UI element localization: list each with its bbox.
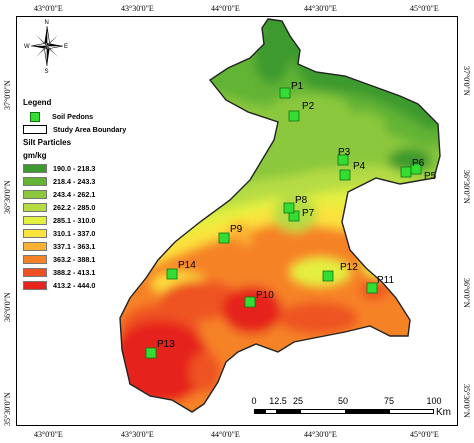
pedon-marker-p6 xyxy=(400,166,412,178)
legend-class-label: 388.2 - 413.1 xyxy=(53,268,96,277)
lon-label-top-5: 45°0'0"E xyxy=(410,4,439,13)
legend-class-swatch xyxy=(23,203,47,212)
scale-tick-label: 0 xyxy=(251,396,257,406)
pedon-marker-p11 xyxy=(366,282,378,294)
scale-segment xyxy=(265,409,277,414)
scale-segment xyxy=(346,409,389,414)
north-arrow: N S E W xyxy=(24,18,70,75)
scale-tick-label: 100 xyxy=(426,396,442,406)
scale-unit: Km xyxy=(436,407,451,418)
scale-tick-label: 75 xyxy=(383,396,395,406)
lon-label-top-1: 43°0'0"E xyxy=(34,4,63,13)
pedon-marker-p10 xyxy=(244,296,256,308)
legend-class-row: 413.2 - 444.0 xyxy=(23,279,163,292)
legend-class-label: 190.0 - 218.3 xyxy=(53,164,96,173)
lon-label-bottom-3: 44°0'0"E xyxy=(211,430,240,439)
pedon-label-p6: P6 xyxy=(412,158,425,169)
legend-class-swatch xyxy=(23,255,47,264)
scale-segment xyxy=(277,409,300,414)
pedon-label-p14: P14 xyxy=(178,260,196,271)
lon-label-top-3: 44°0'0"E xyxy=(211,4,240,13)
pedon-label-p4: P4 xyxy=(353,161,366,172)
legend-class-row: 190.0 - 218.3 xyxy=(23,162,163,175)
legend-title: Legend xyxy=(23,98,52,107)
legend-boundary-row: Study Area Boundary xyxy=(23,123,163,136)
lon-label-top-2: 43°30'0"E xyxy=(121,4,154,13)
lon-label-top-4: 44°30'0"E xyxy=(304,4,337,13)
pedon-marker-p4 xyxy=(339,169,351,181)
pedon-marker-p1 xyxy=(279,87,291,99)
legend-class-label: 310.1 - 337.0 xyxy=(53,229,96,238)
lon-label-bottom-2: 43°30'0"E xyxy=(121,430,154,439)
legend-pedons-row: Soil Pedons xyxy=(23,110,163,123)
scale-tick-label: 25 xyxy=(292,396,304,406)
legend-pedons-label: Soil Pedons xyxy=(52,112,94,121)
pedon-marker-p13 xyxy=(145,347,157,359)
legend-class-swatch xyxy=(23,242,47,251)
lon-label-bottom-5: 45°0'0"E xyxy=(410,430,439,439)
legend-class-swatch xyxy=(23,281,47,290)
scale-segment xyxy=(300,409,346,414)
west-letter: W xyxy=(24,44,30,50)
pedon-marker-p14 xyxy=(166,268,178,280)
legend-class-row: 218.4 - 243.3 xyxy=(23,175,163,188)
scale-segment xyxy=(389,409,434,414)
scale-segment xyxy=(254,409,265,414)
legend-class-row: 388.2 - 413.1 xyxy=(23,266,163,279)
legend-class-swatch xyxy=(23,190,47,199)
scale-tick-label: 12.5 xyxy=(269,396,287,406)
legend-class-label: 413.2 - 444.0 xyxy=(53,281,96,290)
legend-class-row: 363.2 - 388.1 xyxy=(23,253,163,266)
pedon-marker-p9 xyxy=(218,232,230,244)
legend-class-label: 243.4 - 262.1 xyxy=(53,190,96,199)
north-letter: N xyxy=(45,20,49,26)
legend-class-row: 285.1 - 310.0 xyxy=(23,214,163,227)
legend-class-row: 310.1 - 337.0 xyxy=(23,227,163,240)
pedon-label-p5: P5 xyxy=(424,171,437,182)
legend-class-row: 337.1 - 363.1 xyxy=(23,240,163,253)
pedon-swatch xyxy=(30,111,40,122)
pedon-label-p11: P11 xyxy=(377,275,394,286)
pedon-marker-p2 xyxy=(288,110,300,122)
legend-class-swatch xyxy=(23,164,47,173)
legend-class-label: 285.1 - 310.0 xyxy=(53,216,96,225)
scale-bar: 0 12.5 25 50 75 100 Km xyxy=(248,396,451,420)
pedon-label-p10: P10 xyxy=(256,290,274,301)
boundary-swatch xyxy=(23,125,47,134)
pedon-label-p9: P9 xyxy=(230,224,243,235)
pedon-label-p8: P8 xyxy=(295,195,308,206)
legend-class-list: 190.0 - 218.3 218.4 - 243.3 243.4 - 262.1 2… xyxy=(23,162,163,292)
east-letter: E xyxy=(64,44,68,50)
legend-class-swatch xyxy=(23,177,47,186)
legend-class-label: 363.2 - 388.1 xyxy=(53,255,96,264)
legend-class-label: 262.2 - 285.0 xyxy=(53,203,96,212)
scale-tick-label: 50 xyxy=(337,396,349,406)
legend-class-swatch xyxy=(23,229,47,238)
south-letter: S xyxy=(45,69,49,74)
lon-label-bottom-1: 43°0'0"E xyxy=(34,430,63,439)
legend-boundary-label: Study Area Boundary xyxy=(53,125,127,134)
legend: Legend Soil Pedons Study Area Boundary S… xyxy=(23,98,163,292)
pedon-label-p13: P13 xyxy=(157,339,175,350)
legend-class-row: 262.2 - 285.0 xyxy=(23,201,163,214)
legend-class-swatch xyxy=(23,268,47,277)
compass-rose-icon xyxy=(30,25,64,67)
legend-class-swatch xyxy=(23,216,47,225)
legend-unit: gm/kg xyxy=(23,151,47,160)
legend-variable: Silt Particles xyxy=(23,138,72,147)
pedon-label-p1: P1 xyxy=(291,81,304,92)
pedon-label-p2: P2 xyxy=(302,101,315,112)
pedon-label-p7: P7 xyxy=(302,208,315,219)
pedon-marker-p3 xyxy=(337,154,349,166)
pedon-label-p12: P12 xyxy=(340,262,358,273)
pedon-marker-p12 xyxy=(322,270,334,282)
legend-class-label: 218.4 - 243.3 xyxy=(53,177,96,186)
lon-label-bottom-4: 44°30'0"E xyxy=(304,430,337,439)
legend-class-label: 337.1 - 363.1 xyxy=(53,242,96,251)
legend-class-row: 243.4 - 262.1 xyxy=(23,188,163,201)
pedon-marker-p8 xyxy=(283,202,295,214)
pedon-label-p3: P3 xyxy=(338,147,351,158)
